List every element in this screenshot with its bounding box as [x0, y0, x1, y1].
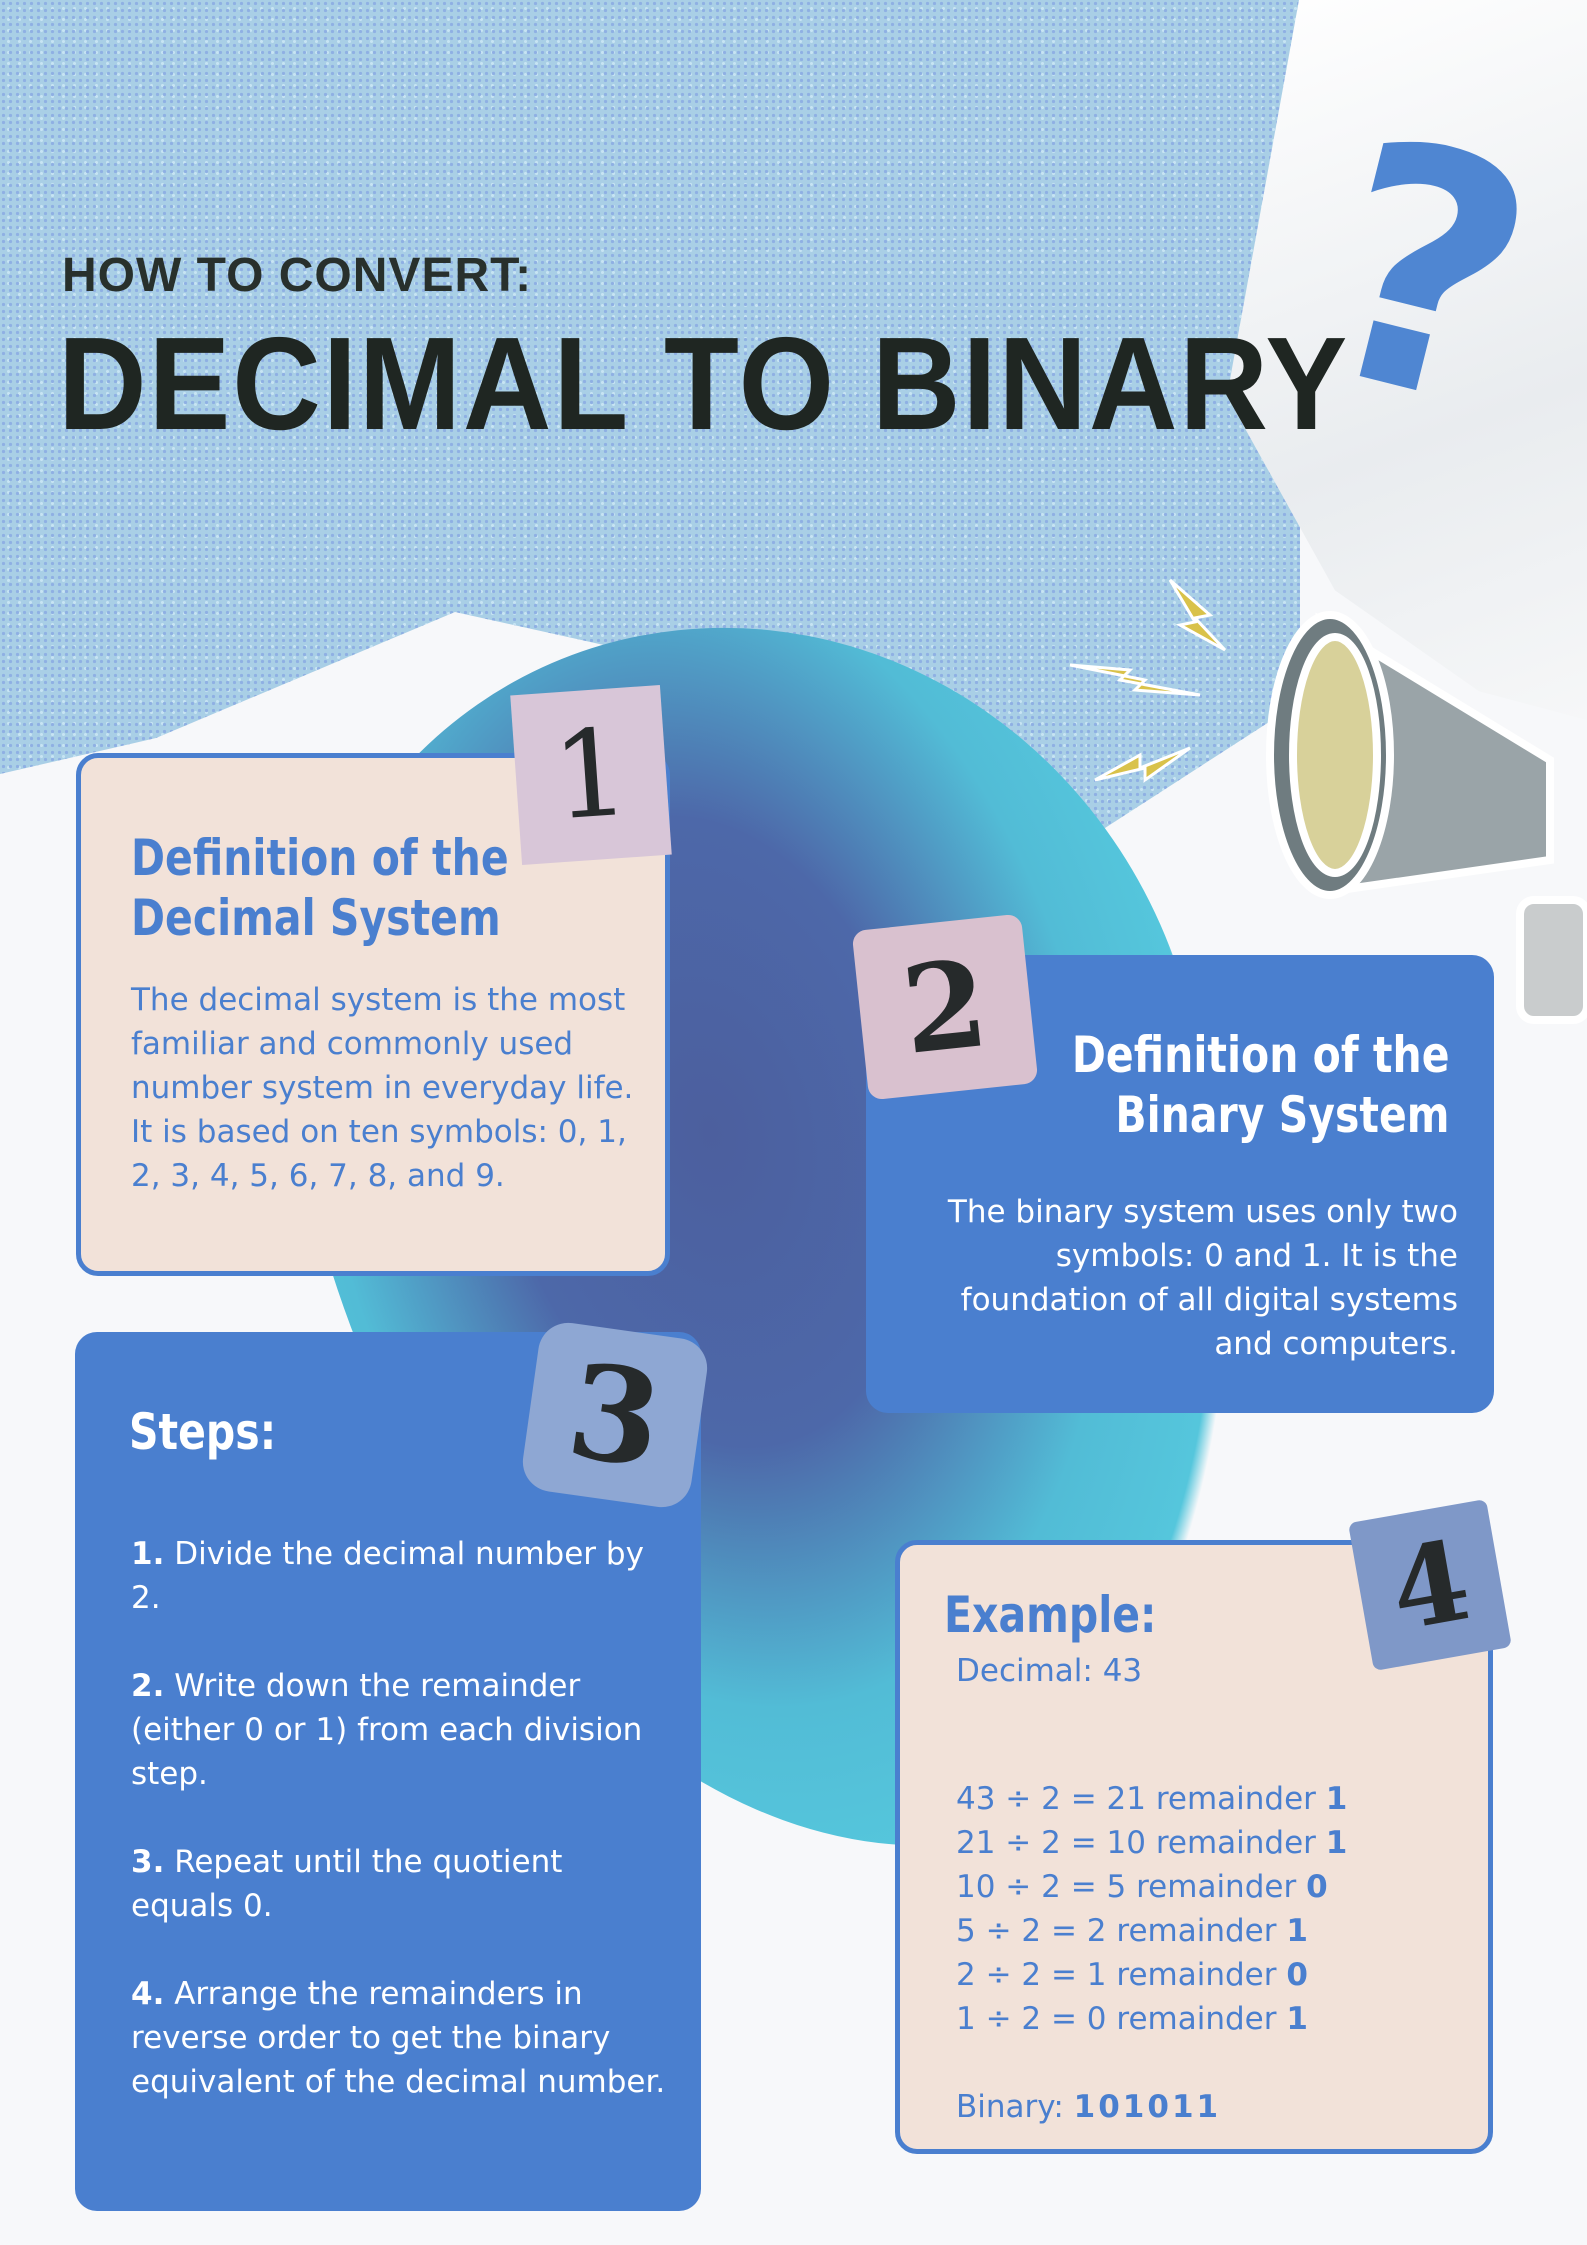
steps-title: Steps:	[129, 1403, 277, 1461]
card-title-line: Decimal System	[131, 889, 501, 947]
binary-label: Binary:	[956, 2089, 1074, 2125]
example-card: Example: Decimal: 43 43 ÷ 2 = 21 remaind…	[895, 1540, 1493, 2154]
megaphone-icon	[1266, 611, 1587, 1024]
remainder-value: 1	[1286, 1913, 1308, 1949]
number-badge-3: 3	[518, 1318, 712, 1512]
division-text: 2 ÷ 2 = 1 remainder	[956, 1957, 1287, 1993]
step-text: Repeat until the quotient equals 0.	[131, 1844, 563, 1924]
step-text: Arrange the remainders in reverse order …	[131, 1976, 666, 2100]
example-title: Example:	[944, 1586, 1157, 1644]
step-number: 3.	[131, 1844, 165, 1880]
division-text: 43 ÷ 2 = 21 remainder	[956, 1781, 1326, 1817]
step-number: 1.	[131, 1536, 165, 1572]
remainder-value: 1	[1325, 1781, 1348, 1817]
card-title-line: Definition of the	[131, 829, 509, 887]
example-binary-result: Binary: 101011	[956, 2085, 1221, 2129]
step-text: Write down the remainder (either 0 or 1)…	[131, 1668, 643, 1792]
step-number: 2.	[131, 1668, 165, 1704]
remainder-value: 1	[1325, 1825, 1348, 1861]
division-text: 21 ÷ 2 = 10 remainder	[956, 1825, 1326, 1861]
division-text: 1 ÷ 2 = 0 remainder	[956, 2001, 1287, 2037]
division-line: 5 ÷ 2 = 2 remainder 1	[956, 1909, 1347, 1953]
page-subtitle: HOW TO CONVERT:	[62, 249, 533, 302]
binary-definition-text: The binary system uses only two symbols:…	[947, 1194, 1458, 1362]
number-badge-4: 4	[1348, 1498, 1512, 1672]
step-item: 2. Write down the remainder (either 0 or…	[131, 1664, 671, 1796]
step-item: 1. Divide the decimal number by 2.	[131, 1532, 671, 1620]
step-item: 3. Repeat until the quotient equals 0.	[131, 1840, 671, 1928]
page-title: DECIMAL TO BINARY	[58, 310, 1350, 457]
remainder-value: 0	[1286, 1957, 1308, 1993]
decimal-definition-text: The decimal system is the most familiar …	[131, 982, 634, 1194]
halftone-background	[0, 0, 1300, 828]
division-line: 10 ÷ 2 = 5 remainder 0	[956, 1865, 1347, 1909]
division-line: 2 ÷ 2 = 1 remainder 0	[956, 1953, 1347, 1997]
decimal-definition-card: Definition of the Decimal System The dec…	[76, 753, 670, 1276]
decimal-definition-title: Definition of the Decimal System	[131, 828, 509, 948]
step-number: 4.	[131, 1976, 165, 2012]
remainder-value: 0	[1306, 1869, 1328, 1905]
number-badge-1: 1	[510, 684, 672, 866]
card-title-line: Definition of the	[1072, 1026, 1450, 1084]
remainder-value: 1	[1286, 2001, 1308, 2037]
example-decimal: Decimal: 43	[956, 1653, 1143, 1689]
division-text: 10 ÷ 2 = 5 remainder	[956, 1869, 1307, 1905]
division-line: 1 ÷ 2 = 0 remainder 1	[956, 1997, 1347, 2041]
card-title-line: Binary System	[1115, 1086, 1450, 1144]
lightning-bolt-icon	[1069, 578, 1227, 783]
steps-list: 1. Divide the decimal number by 2. 2. Wr…	[131, 1532, 671, 2148]
binary-definition-title: Definition of the Binary System	[1072, 1025, 1450, 1145]
division-line: 43 ÷ 2 = 21 remainder 1	[956, 1777, 1347, 1821]
division-text: 5 ÷ 2 = 2 remainder	[956, 1913, 1287, 1949]
binary-value: 101011	[1073, 2089, 1222, 2125]
division-line: 21 ÷ 2 = 10 remainder 1	[956, 1821, 1347, 1865]
step-text: Divide the decimal number by 2.	[131, 1536, 644, 1616]
step-item: 4. Arrange the remainders in reverse ord…	[131, 1972, 671, 2104]
division-lines: 43 ÷ 2 = 21 remainder 1 21 ÷ 2 = 10 rema…	[956, 1777, 1347, 2041]
number-badge-2: 2	[851, 913, 1039, 1101]
